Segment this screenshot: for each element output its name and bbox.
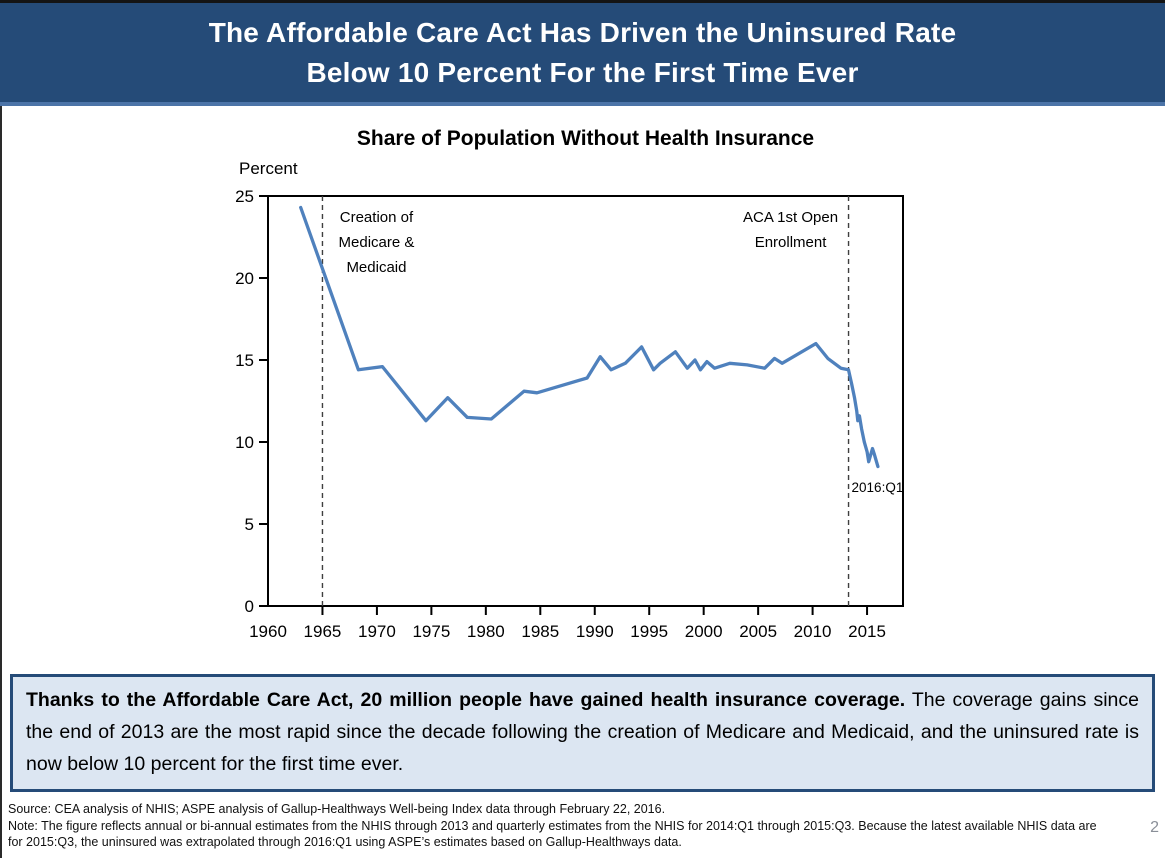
- y-axis-tick-label: 25: [235, 187, 254, 206]
- medicare-annotation-line: Medicaid: [346, 259, 406, 276]
- y-axis-tick-label: 10: [235, 433, 254, 452]
- y-axis-tick-label: 0: [245, 597, 254, 616]
- x-axis-tick-label: 2005: [739, 622, 777, 641]
- chart-title: Share of Population Without Health Insur…: [356, 127, 815, 150]
- y-axis-tick-label: 20: [235, 269, 254, 288]
- key-takeaway-box: Thanks to the Affordable Care Act, 20 mi…: [10, 674, 1155, 792]
- y-axis-tick-label: 5: [245, 515, 254, 534]
- key-takeaway-text: Thanks to the Affordable Care Act, 20 mi…: [26, 684, 1139, 780]
- x-axis-tick-label: 1995: [630, 622, 668, 641]
- x-axis-tick-label: 1990: [576, 622, 614, 641]
- key-takeaway-bold: Thanks to the Affordable Care Act, 20 mi…: [26, 689, 906, 711]
- y-axis-unit-label: Percent: [239, 159, 298, 178]
- x-axis-tick-label: 2015: [848, 622, 886, 641]
- x-axis-tick-label: 2000: [685, 622, 723, 641]
- x-axis-tick-label: 1980: [467, 622, 505, 641]
- x-axis-tick-label: 1970: [358, 622, 396, 641]
- x-axis-tick-label: 1985: [521, 622, 559, 641]
- x-axis-tick-label: 1965: [304, 622, 342, 641]
- slide-title-line-2: Below 10 Percent For the First Time Ever: [306, 56, 859, 88]
- aca-annotation-line: ACA 1st Open: [743, 209, 838, 226]
- uninsured-rate-line: [299, 205, 880, 469]
- aca-annotation-line: Enrollment: [755, 234, 828, 251]
- y-axis-tick-label: 15: [235, 351, 254, 370]
- end-point-label: 2016:Q1: [852, 480, 904, 495]
- source-line: Source: CEA analysis of NHIS; ASPE analy…: [8, 802, 666, 816]
- x-axis-tick-label: 1975: [412, 622, 450, 641]
- slide-title-line-1: The Affordable Care Act Has Driven the U…: [208, 16, 957, 48]
- footer-notes: Source: CEA analysis of NHIS; ASPE analy…: [8, 801, 1103, 850]
- note-line: Note: The figure reflects annual or bi-a…: [8, 819, 1097, 849]
- plot-border: [267, 195, 904, 607]
- medicare-annotation-line: Creation of: [340, 209, 414, 226]
- x-axis-tick-label: 1960: [249, 622, 287, 641]
- page-number: 2: [1150, 819, 1159, 836]
- key-takeaway-regular: The coverage gains since the end of 2013…: [26, 689, 1140, 775]
- title-banner: The Affordable Care Act Has Driven the U…: [0, 3, 1165, 106]
- uninsured-rate-line-chart: 0 5 10 15 20 25 1960 1965 1970 1975 1980 1985 1990 19…: [235, 187, 904, 641]
- x-axis-tick-label: 2010: [794, 622, 832, 641]
- medicare-annotation-line: Medicare &: [339, 234, 415, 251]
